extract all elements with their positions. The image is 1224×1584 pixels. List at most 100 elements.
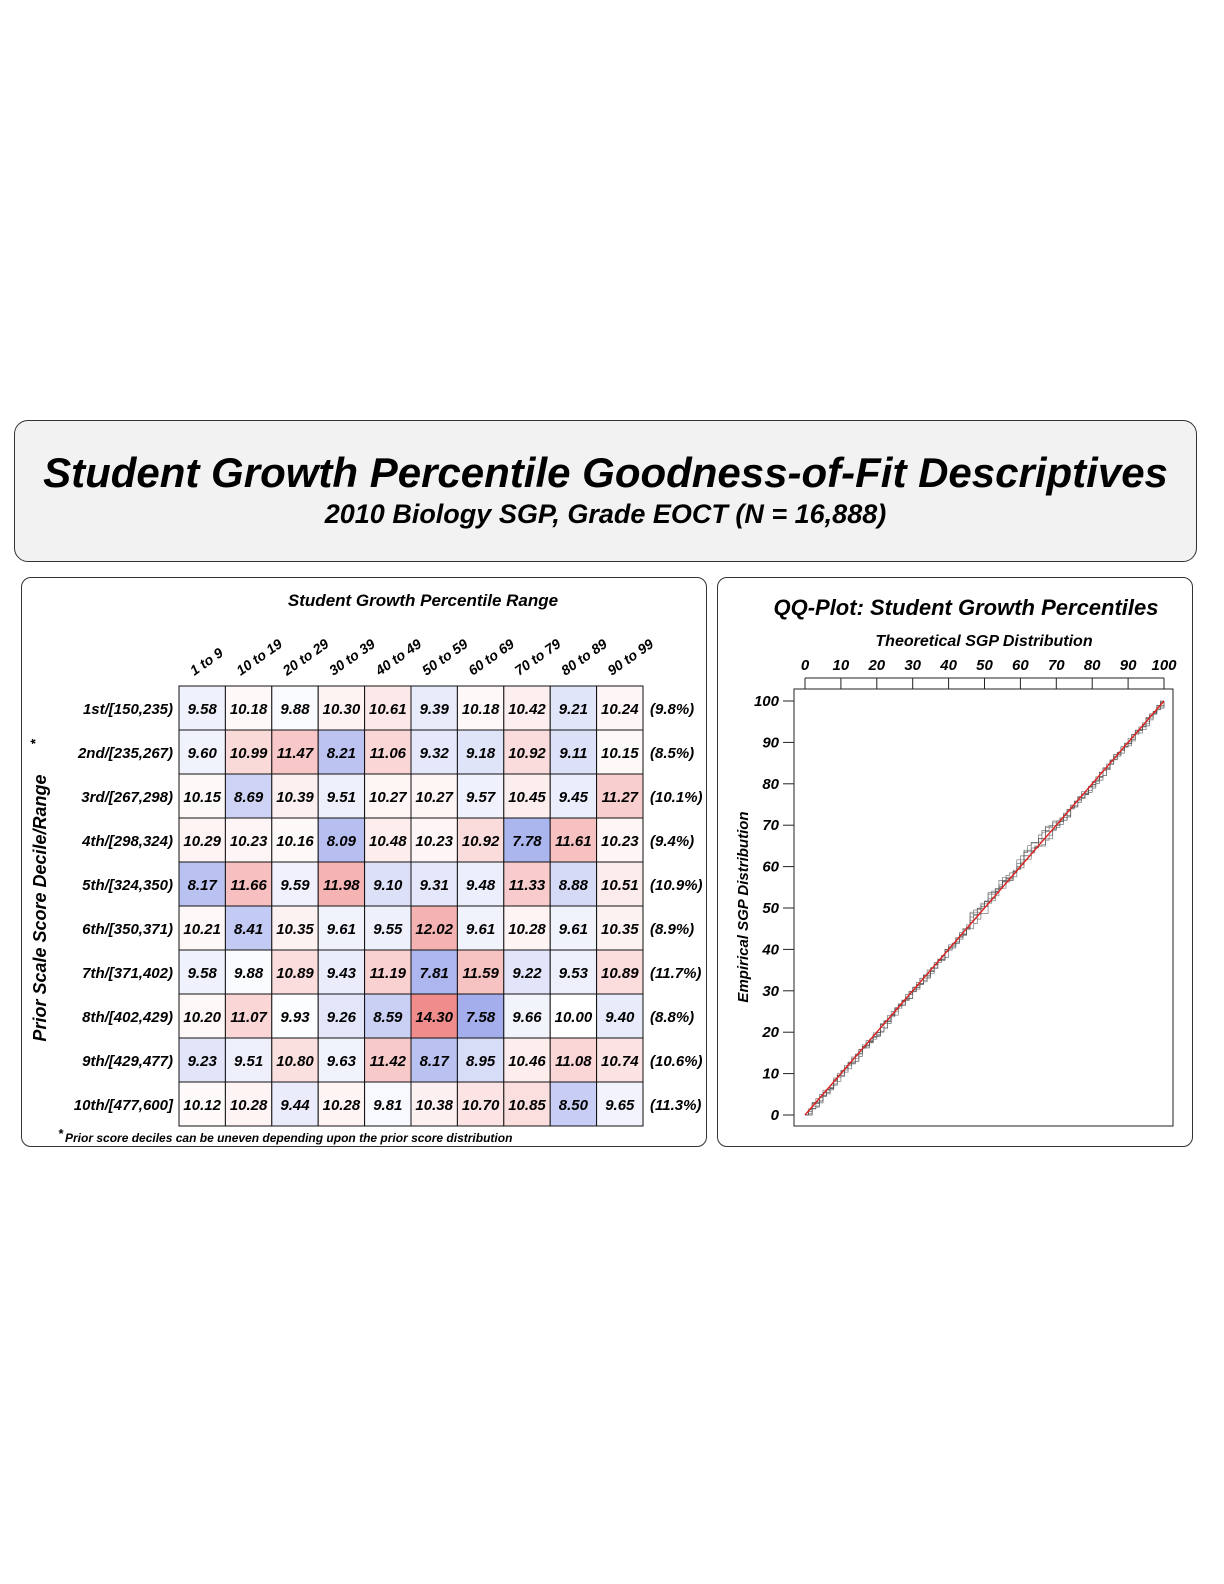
- cell-value: 8.69: [234, 789, 264, 806]
- footnote: Prior score deciles can be uneven depend…: [65, 1131, 512, 1145]
- cell-value: 9.44: [280, 1097, 310, 1114]
- row-label: 9th/[429,477): [82, 1053, 173, 1070]
- heatmap-cell: [317, 905, 366, 951]
- heatmap-cell: [364, 993, 412, 1039]
- cell-value: 9.88: [234, 965, 264, 982]
- cell-value: 9.45: [559, 789, 589, 806]
- cell-value: 10.70: [462, 1097, 500, 1114]
- qq-title: QQ-Plot: Student Growth Percentiles: [773, 595, 1158, 620]
- cell-value: 11.59: [462, 965, 499, 982]
- cell-value: 10.35: [276, 921, 314, 938]
- heatmap-cell: [549, 949, 598, 995]
- cell-value: 9.60: [188, 745, 218, 762]
- column-header: 20 to 29: [279, 635, 332, 679]
- heatmap-cell: [596, 773, 644, 819]
- cell-value: 7.58: [466, 1009, 496, 1026]
- cell-value: 8.17: [420, 1053, 450, 1070]
- cell-value: 11.66: [230, 877, 267, 894]
- heatmap-cell: [271, 905, 319, 951]
- cell-value: 9.48: [466, 877, 496, 894]
- qq-plot-panel: QQ-Plot: Student Growth Percentiles Theo…: [717, 577, 1193, 1147]
- cell-value: 10.20: [183, 1009, 221, 1026]
- cell-value: 11.47: [277, 745, 314, 762]
- cell-value: 10.80: [276, 1053, 314, 1070]
- heatmap-cell: [224, 861, 273, 907]
- heatmap-cell: [549, 1037, 598, 1083]
- cell-value: 10.35: [601, 921, 639, 938]
- cell-value: 10.24: [601, 701, 639, 718]
- cell-value: 10.30: [323, 701, 361, 718]
- cell-value: 9.55: [373, 921, 403, 938]
- cell-value: 10.23: [415, 833, 453, 850]
- cell-value: 10.18: [230, 701, 268, 718]
- heatmap-cell: [410, 905, 458, 951]
- heatmap-cell: [456, 861, 505, 907]
- footnote-marker: *: [58, 1126, 64, 1141]
- row-percent: (9.4%): [650, 833, 694, 850]
- heatmap-cell: [549, 817, 598, 863]
- heatmap-cell: [410, 685, 458, 731]
- row-percent: (8.5%): [650, 745, 694, 762]
- heatmap-cell: [364, 1081, 412, 1127]
- cell-value: 10.28: [230, 1097, 268, 1114]
- heatmap-cell: [410, 861, 458, 907]
- heatmap-cell: [549, 729, 598, 775]
- qq-x-tick-label: 70: [1048, 657, 1065, 674]
- cell-value: 10.99: [230, 745, 268, 762]
- cell-value: 11.33: [509, 877, 546, 894]
- heatmap-cell: [503, 773, 551, 819]
- qq-xlabel: Theoretical SGP Distribution: [875, 633, 1092, 650]
- cell-value: 9.10: [373, 877, 403, 894]
- page-subtitle: 2010 Biology SGP, Grade EOCT (N = 16,888…: [324, 499, 887, 529]
- cell-value: 9.18: [466, 745, 496, 762]
- cell-value: 10.92: [462, 833, 500, 850]
- cell-value: 8.09: [327, 833, 357, 850]
- page-title: Student Growth Percentile Goodness-of-Fi…: [43, 449, 1168, 496]
- cell-value: 9.51: [234, 1053, 263, 1070]
- cell-value: 10.28: [323, 1097, 361, 1114]
- qq-y-tick-label: 70: [762, 817, 779, 834]
- cell-value: 11.07: [230, 1009, 267, 1026]
- heatmap-cell: [596, 1037, 644, 1083]
- row-label: 8th/[402,429): [82, 1009, 173, 1026]
- cell-value: 11.06: [370, 745, 407, 762]
- qq-x-tick-label: 50: [976, 657, 993, 674]
- heatmap-cell: [271, 773, 319, 819]
- qq-y-tick-label: 60: [762, 859, 779, 876]
- heatmap-cell: [178, 1037, 226, 1083]
- row-percent: (8.8%): [650, 1009, 694, 1026]
- heatmap-cell: [549, 861, 598, 907]
- heatmap-cell: [549, 905, 598, 951]
- heatmap-cell: [271, 1037, 319, 1083]
- cell-value: 10.27: [369, 789, 407, 806]
- row-percent: (11.7%): [650, 965, 701, 982]
- cell-value: 10.61: [369, 701, 407, 718]
- cell-value: 11.61: [555, 833, 591, 850]
- cell-value: 9.61: [466, 921, 495, 938]
- cell-value: 9.63: [327, 1053, 357, 1070]
- heatmap-cell: [224, 1037, 273, 1083]
- cell-value: 9.51: [327, 789, 356, 806]
- title-box: Student Growth Percentile Goodness-of-Fi…: [14, 420, 1197, 562]
- heatmap-cell: [456, 817, 505, 863]
- heatmap-ylabel: Prior Scale Score Decile/Range: [30, 774, 50, 1041]
- cell-value: 9.43: [327, 965, 357, 982]
- qq-x-tick-label: 90: [1120, 657, 1137, 674]
- cell-value: 14.30: [415, 1009, 453, 1026]
- heatmap-cell: [503, 1037, 551, 1083]
- column-header: 10 to 19: [233, 635, 285, 678]
- heatmap-cell: [271, 861, 319, 907]
- cell-value: 9.31: [420, 877, 449, 894]
- row-label: 4th/[298,324): [81, 833, 173, 850]
- cell-value: 10.89: [276, 965, 314, 982]
- qq-x-tick-label: 10: [833, 657, 850, 674]
- cell-value: 9.22: [512, 965, 542, 982]
- cell-value: 10.16: [276, 833, 314, 850]
- heatmap-cell: [224, 773, 273, 819]
- cell-value: 9.26: [327, 1009, 357, 1026]
- cell-value: 7.81: [420, 965, 449, 982]
- cell-value: 9.58: [188, 965, 218, 982]
- heatmap-cell: [317, 729, 366, 775]
- cell-value: 9.81: [373, 1097, 402, 1114]
- cell-value: 8.95: [466, 1053, 496, 1070]
